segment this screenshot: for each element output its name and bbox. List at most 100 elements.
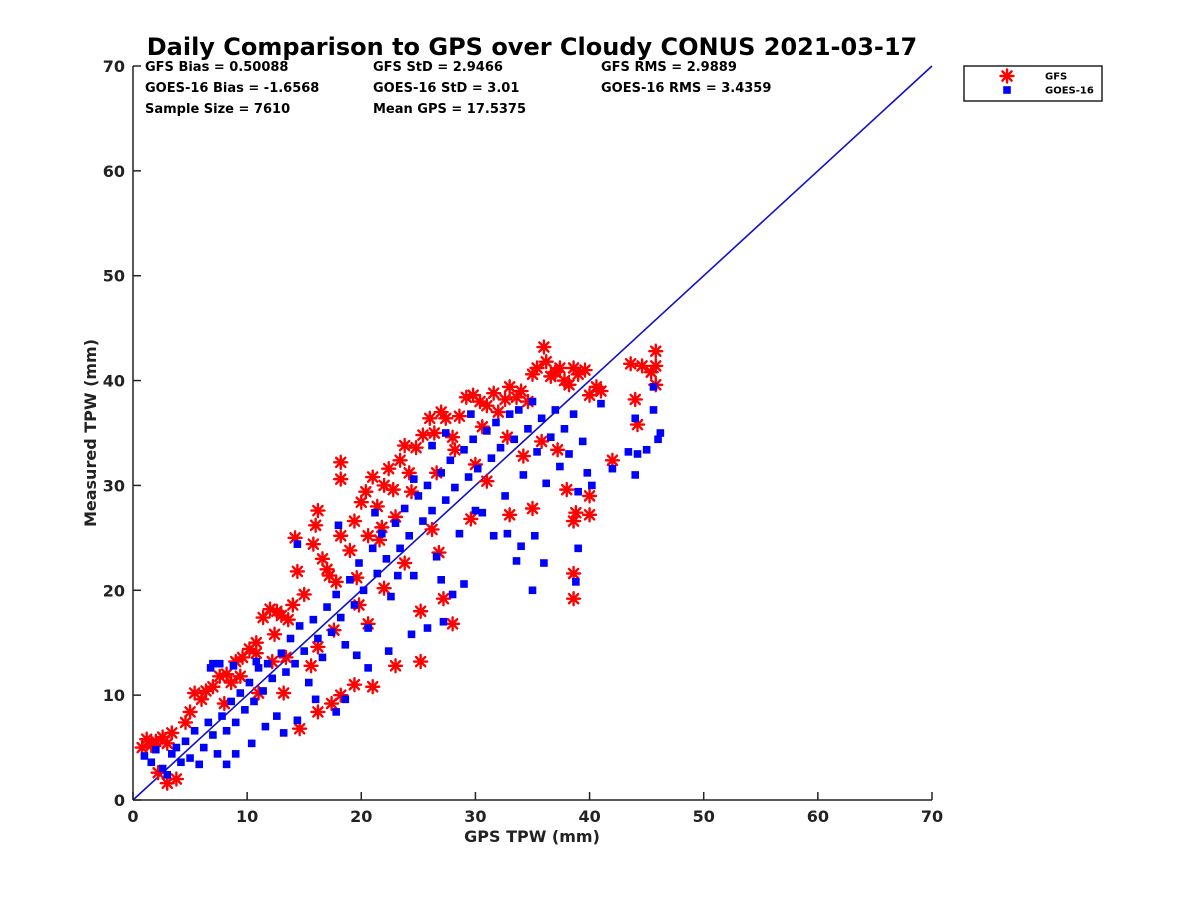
data-point [177,758,185,767]
data-point [204,718,213,727]
data-point [409,475,418,483]
data-point [577,362,593,378]
x-tick-label: 70 [921,807,943,826]
data-point [328,574,344,590]
stat-text: GFS StD = 2.9466 [373,60,503,75]
plot-area: 0 10 20 30 40 50 60 70 0 10 20 30 40 50 60 70 [103,57,943,826]
data-point [546,433,555,441]
stat-text: GOES-16 StD = 3.01 [373,81,519,96]
data-point [409,571,418,580]
data-point [293,716,302,725]
data-point [396,437,413,454]
data-point [501,379,518,395]
data-point [333,528,349,544]
data-point [199,743,208,752]
data-point [305,536,322,552]
data-point [378,529,386,538]
data-point [631,414,640,423]
data-point [648,343,664,359]
data-point [310,704,326,720]
data-point [542,479,550,488]
y-tick-label: 70 [103,57,125,76]
series-goes-16 [140,383,665,779]
data-point [206,664,215,672]
data-point [190,726,199,735]
data-point [479,473,495,489]
data-point [205,679,221,695]
data-point [537,414,546,423]
data-point [241,706,249,714]
stats-annotations: GFS Bias = 0.50088 GFS StD = 2.9466 GFS RM… [145,60,771,117]
data-point [391,519,400,527]
data-point [465,387,481,403]
y-tick-label: 20 [103,581,125,600]
data-point [487,454,496,462]
data-point [380,460,397,477]
data-point [565,360,582,376]
y-tick-label: 0 [114,791,125,810]
data-point [437,576,445,584]
data-point [229,661,238,670]
data-point [168,771,185,787]
data-point [479,398,495,414]
data-point [528,586,537,595]
data-point [447,442,463,458]
data-point [164,725,180,741]
data-point [441,429,450,437]
data-point [552,360,568,376]
data-point [414,492,423,500]
data-point [215,659,224,668]
data-point [496,443,505,452]
data-point [311,695,320,704]
data-point [524,500,541,517]
data-point [275,685,292,701]
data-point [536,339,552,355]
data-point [346,576,354,584]
data-point [412,653,429,670]
data-point [248,645,264,661]
x-tick-label: 10 [236,807,258,826]
data-point [140,752,149,760]
y-axis-label: Measured TPW (mm) [81,339,100,527]
data-point [408,439,424,456]
data-point [515,406,523,414]
data-point [572,578,580,586]
data-point [282,668,290,676]
data-point [405,531,414,540]
data-point [565,450,573,458]
data-point [422,410,438,427]
data-point [501,507,518,523]
data-point [423,624,432,632]
data-point [394,571,402,580]
data-point [152,745,160,754]
data-point [656,429,665,437]
data-point [471,506,480,515]
data-point [172,743,181,752]
data-point [497,391,513,408]
data-point [295,622,304,630]
data-point [365,679,381,695]
data-point [490,404,506,420]
x-tick-label: 40 [578,807,600,826]
data-point [441,496,450,504]
y-tick-label: 60 [103,162,125,181]
data-point [365,469,381,485]
data-point [533,433,550,450]
data-point [478,508,487,517]
data-point [396,555,413,571]
stat-text: GOES-16 RMS = 3.4359 [601,81,771,96]
data-point [581,507,598,523]
data-point [530,531,539,540]
data-point [512,557,521,565]
data-point [209,731,217,739]
data-point [565,565,582,582]
data-point [423,481,432,490]
data-point [231,718,240,727]
data-point [400,504,409,513]
data-point [574,544,582,553]
data-point [649,406,658,414]
data-point [364,624,372,632]
y-tick-label: 10 [103,686,125,705]
data-point [627,391,643,408]
data-point [451,483,459,492]
